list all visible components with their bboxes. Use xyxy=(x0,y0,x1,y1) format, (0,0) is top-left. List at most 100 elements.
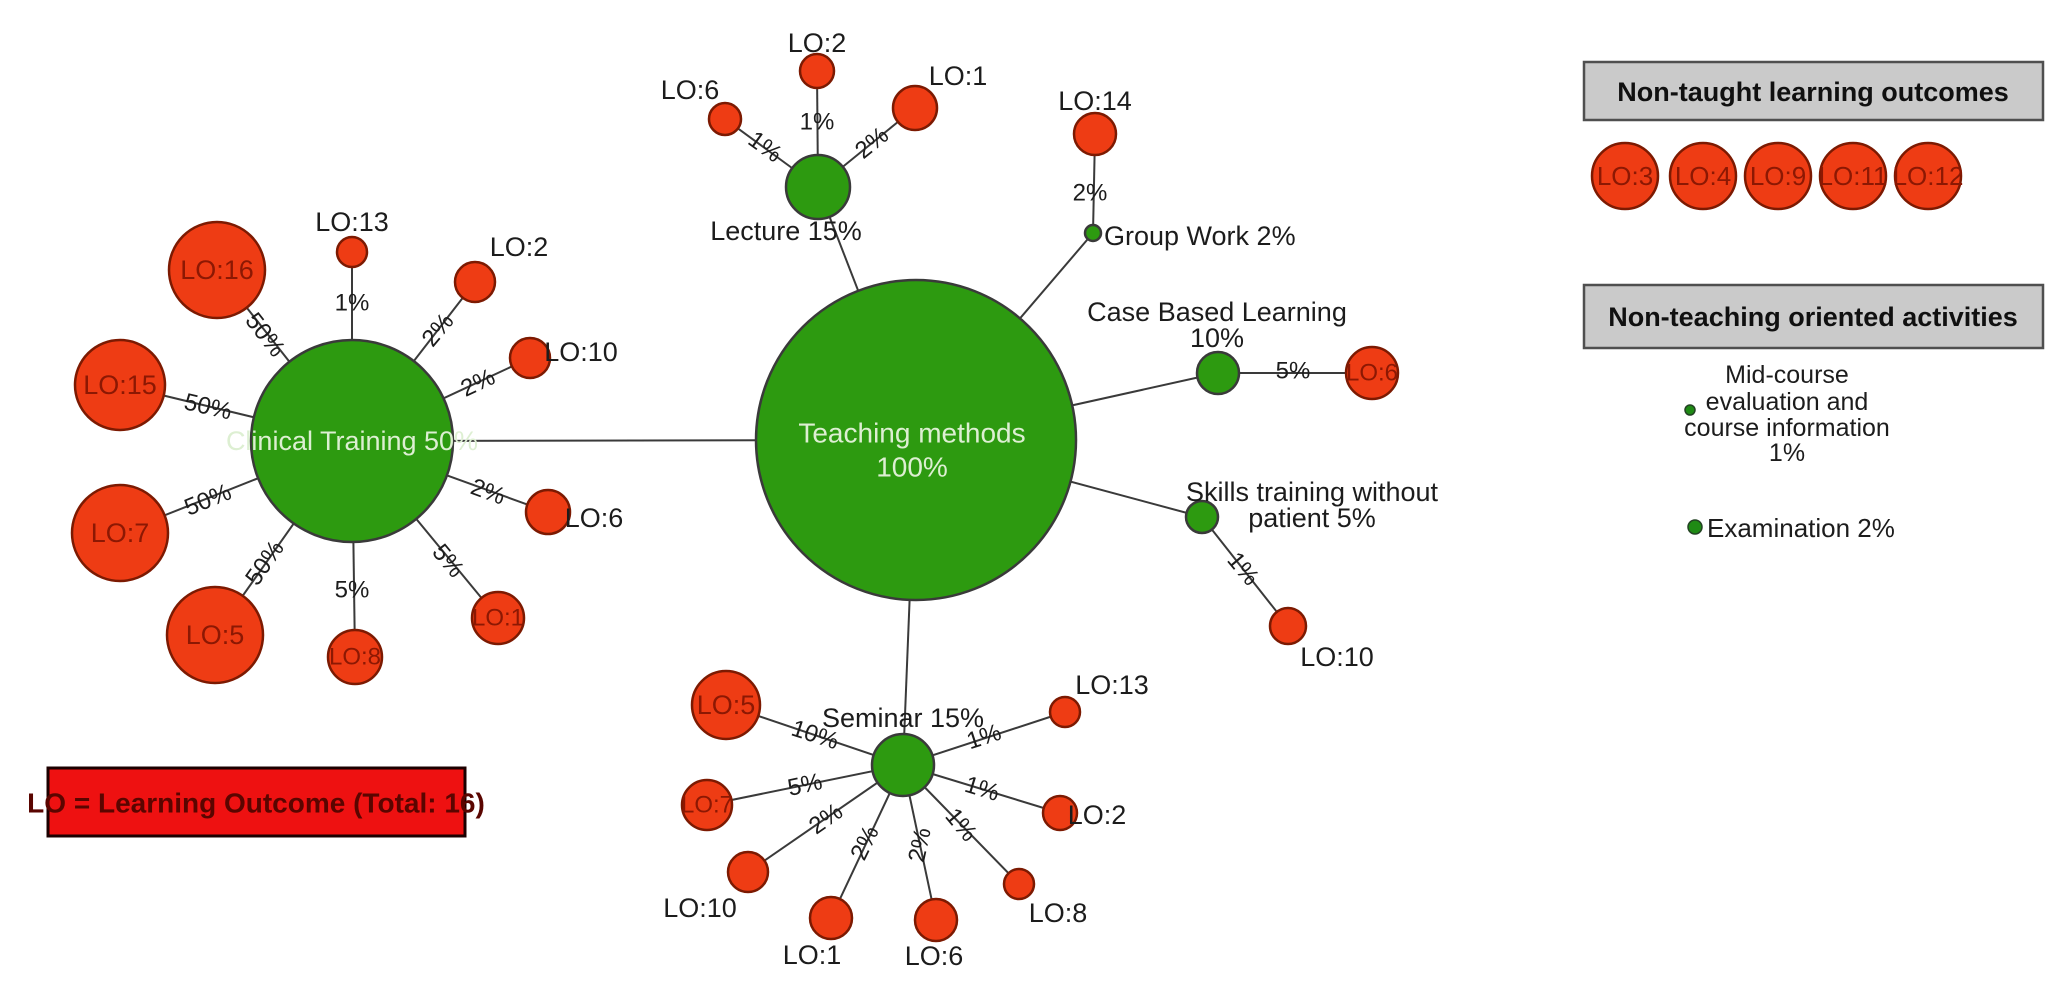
non-teaching-header-box xyxy=(1582,283,2045,350)
pct-clinical-lo15: 50% xyxy=(182,388,235,425)
label-teaching-methods-line2: 100% xyxy=(876,452,948,483)
pct-clinical-lo5: 50% xyxy=(240,536,290,591)
node-clinical-training xyxy=(249,338,455,544)
non-taught-header-box xyxy=(1582,60,2045,122)
label-seminar-lo6: LO:6 xyxy=(905,941,964,971)
node-lecture xyxy=(784,153,852,221)
node-seminar-lo6 xyxy=(913,897,959,943)
mid-course-line4: 1% xyxy=(1769,439,1805,467)
node-clinical-lo13 xyxy=(335,235,369,269)
node-seminar-lo1 xyxy=(808,895,854,941)
mid-course-dot xyxy=(1684,404,1696,416)
label-clinical-lo15: LO:15 xyxy=(83,370,157,400)
node-group-work xyxy=(1083,223,1103,243)
pct-clinical-lo2: 2% xyxy=(417,308,460,352)
node-seminar-lo10 xyxy=(726,850,770,894)
panel-non-taught: Non-taught learning outcomes LO:3 LO:4 L… xyxy=(1582,60,2045,211)
label-clinical-lo1: LO:1 xyxy=(472,605,524,632)
label-casebased-lo6: LO:6 xyxy=(1346,360,1398,387)
node-casebased-lo6 xyxy=(1344,345,1400,401)
label-seminar-lo10: LO:10 xyxy=(663,893,737,923)
node-lecture-lo1 xyxy=(891,84,939,132)
label-clinical-lo5: LO:5 xyxy=(186,620,245,650)
label-panel-lo4: LO:4 xyxy=(1675,161,1731,191)
method-labels: Teaching methods 100% Clinical Training … xyxy=(226,216,1439,733)
legend-rect xyxy=(46,766,467,838)
pct-lecture-lo1: 2% xyxy=(850,122,894,165)
pct-casebased-lo6: 5% xyxy=(1276,358,1311,385)
label-seminar-lo7: LO:7 xyxy=(681,792,733,819)
label-lecture: Lecture 15% xyxy=(710,216,862,246)
node-seminar-lo8 xyxy=(1002,867,1036,901)
node-seminar-lo13 xyxy=(1048,695,1082,729)
pct-clinical-lo8: 5% xyxy=(335,577,370,604)
edge-skills-lo10 xyxy=(1201,516,1289,627)
examination-label: Examination 2% xyxy=(1707,513,1895,543)
label-seminar-lo1: LO:1 xyxy=(783,940,842,970)
pct-skills-lo10: 1% xyxy=(1222,547,1265,591)
outcome-labels: LO:6 LO:2 LO:1 LO:14 LO:6 LO:10 LO:5 LO:… xyxy=(83,28,1398,971)
mid-course-line1: Mid-course xyxy=(1725,361,1849,389)
pct-clinical-lo6: 2% xyxy=(467,473,509,510)
node-seminar-lo5 xyxy=(690,669,762,741)
label-panel-lo9: LO:9 xyxy=(1750,161,1806,191)
label-skills-lo10: LO:10 xyxy=(1300,642,1374,672)
node-clinical-lo15 xyxy=(73,338,167,432)
label-groupwork-lo14: LO:14 xyxy=(1058,86,1132,116)
label-clinical-lo6: LO:6 xyxy=(565,503,624,533)
pct-seminar-lo1: 2% xyxy=(845,821,884,864)
pct-clinical-lo7: 50% xyxy=(181,478,236,521)
node-panel-lo12 xyxy=(1893,141,1963,211)
node-lecture-lo6 xyxy=(707,101,743,137)
pct-seminar-lo10: 2% xyxy=(804,798,848,840)
pct-seminar-lo2: 1% xyxy=(961,771,1002,807)
non-taught-title: Non-taught learning outcomes xyxy=(1617,77,2009,107)
label-seminar-lo13: LO:13 xyxy=(1075,670,1149,700)
panel-non-teaching: Non-teaching oriented activities Mid-cou… xyxy=(1582,283,2045,543)
label-seminar-lo2: LO:2 xyxy=(1068,800,1127,830)
node-clinical-lo16 xyxy=(167,220,267,320)
legend: LO = Learning Outcome (Total: 16) xyxy=(27,766,485,838)
label-panel-lo11: LO:11 xyxy=(1819,161,1888,191)
outcome-nodes xyxy=(70,52,1400,943)
label-skills-line1: Skills training without xyxy=(1186,477,1439,507)
label-seminar: Seminar 15% xyxy=(822,703,984,733)
node-clinical-lo6 xyxy=(524,488,572,536)
mid-course-line2: evaluation and xyxy=(1706,388,1869,416)
legend-label: LO = Learning Outcome (Total: 16) xyxy=(27,788,485,819)
label-seminar-lo5: LO:5 xyxy=(697,690,756,720)
pct-clinical-lo13: 1% xyxy=(335,290,370,317)
label-clinical-lo16: LO:16 xyxy=(180,255,254,285)
label-clinical-lo2: LO:2 xyxy=(490,232,549,262)
examination-dot xyxy=(1687,519,1703,535)
node-seminar-lo2 xyxy=(1041,794,1079,832)
pct-lecture-lo6: 1% xyxy=(743,126,787,168)
non-teaching-title: Non-teaching oriented activities xyxy=(1608,302,2018,332)
label-case-based-line1: Case Based Learning xyxy=(1087,297,1347,327)
label-clinical-training: Clinical Training 50% xyxy=(226,426,478,456)
node-clinical-lo1 xyxy=(470,590,526,646)
label-teaching-methods-line1: Teaching methods xyxy=(798,418,1025,449)
node-clinical-lo8 xyxy=(326,628,384,686)
label-clinical-lo13: LO:13 xyxy=(315,207,389,237)
node-clinical-lo5 xyxy=(165,585,265,685)
node-clinical-lo10 xyxy=(508,336,552,380)
node-clinical-lo2 xyxy=(453,260,497,304)
label-clinical-lo7: LO:7 xyxy=(91,518,150,548)
node-case-based-learning xyxy=(1195,350,1241,396)
label-lecture-lo2: LO:2 xyxy=(788,28,847,58)
node-clinical-lo7 xyxy=(70,483,170,583)
node-seminar xyxy=(870,732,936,798)
label-case-based-line2: 10% xyxy=(1190,323,1244,353)
node-panel-lo4 xyxy=(1668,141,1738,211)
method-nodes xyxy=(249,153,1241,798)
node-panel-lo9 xyxy=(1743,141,1813,211)
pct-clinical-lo10: 2% xyxy=(457,363,500,402)
node-seminar-lo7 xyxy=(680,778,734,832)
label-seminar-lo8: LO:8 xyxy=(1029,898,1088,928)
mid-course-line3: course information xyxy=(1684,414,1890,442)
label-clinical-lo10: LO:10 xyxy=(544,337,618,367)
label-lecture-lo1: LO:1 xyxy=(929,61,988,91)
label-skills-line2: patient 5% xyxy=(1248,503,1376,533)
